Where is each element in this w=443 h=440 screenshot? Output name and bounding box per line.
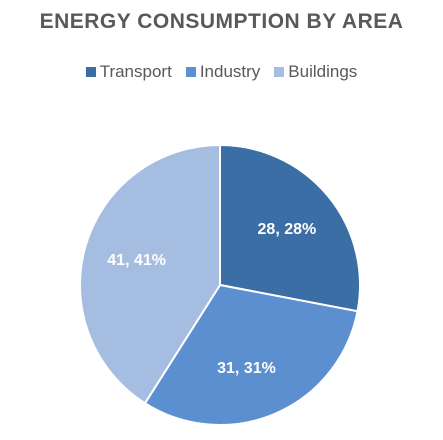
legend-item-transport: Transport [85, 62, 172, 82]
chart-title: ENERGY CONSUMPTION BY AREA [39, 10, 404, 33]
data-label-buildings: 41, 41% [107, 252, 166, 269]
legend-label-buildings: Buildings [288, 62, 358, 81]
data-label-transport: 28, 28% [258, 221, 317, 238]
legend-swatch-industry [185, 67, 196, 77]
legend-item-industry: Industry [185, 62, 261, 82]
legend-label-transport: Transport [99, 62, 172, 81]
chart-legend: Transport Industry Buildings [0, 62, 443, 82]
legend-swatch-buildings [274, 67, 285, 77]
data-label-industry: 31, 31% [217, 360, 276, 377]
pie-slice-buildings [79, 143, 221, 405]
legend-label-industry: Industry [199, 62, 261, 81]
pie-slice-transport [219, 143, 361, 313]
legend-item-buildings: Buildings [274, 62, 357, 82]
legend-swatch-transport [85, 67, 96, 77]
